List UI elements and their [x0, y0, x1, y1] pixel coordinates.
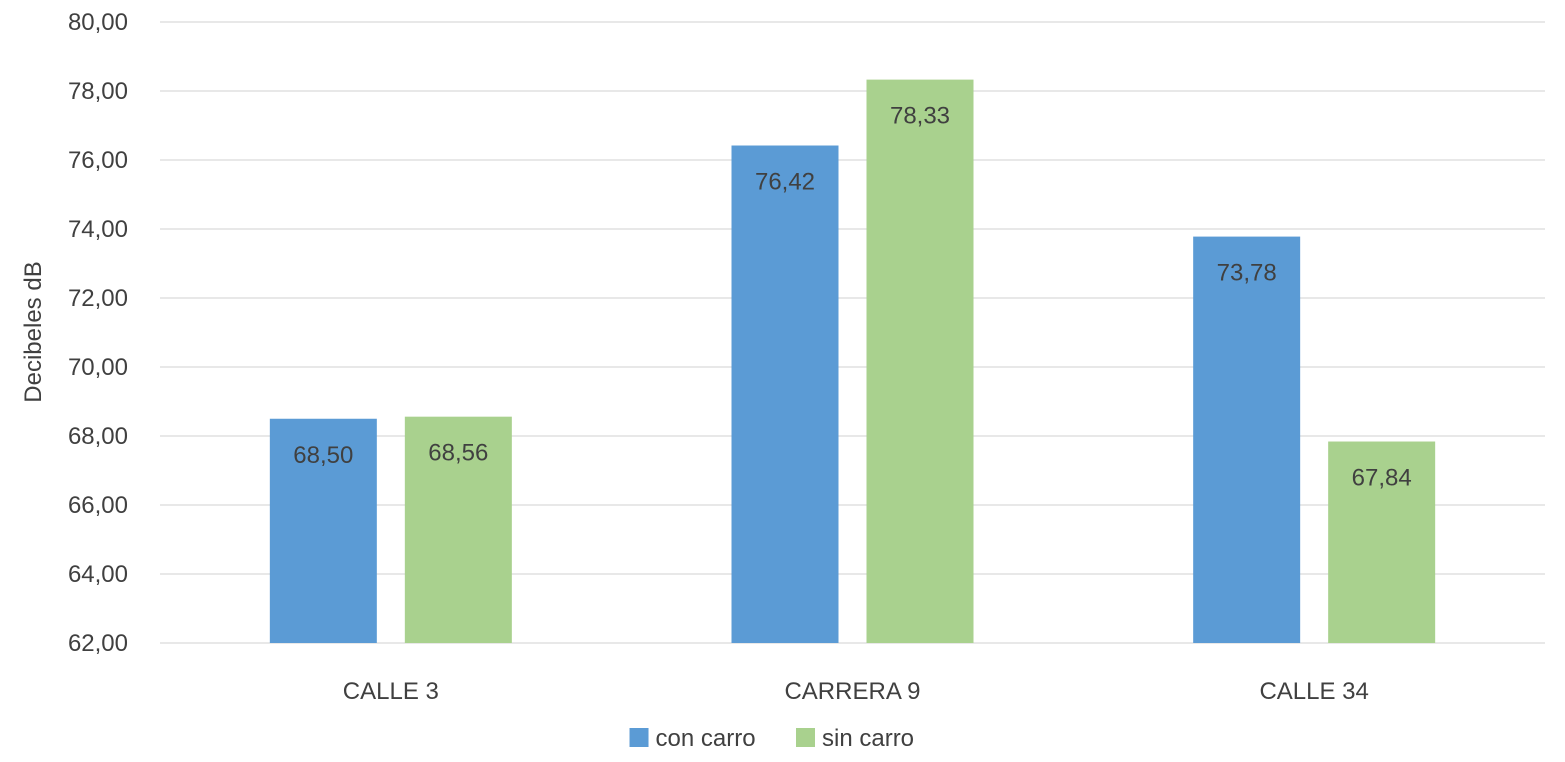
legend-label: con carro [656, 725, 756, 752]
y-tick-label: 78,00 [68, 78, 128, 105]
gridlines [160, 21, 1545, 644]
legend-swatch [629, 728, 649, 747]
legend-label: sin carro [822, 725, 914, 752]
data-label: 76,42 [755, 169, 815, 196]
y-axis-ticks: 62,00 64,00 66,00 68,00 70,00 72,00 74,00 76,00… [68, 9, 128, 657]
legend: con carro sin carro [629, 725, 914, 752]
y-tick-label: 70,00 [68, 354, 128, 381]
legend-item: sin carro [796, 725, 914, 752]
data-label: 78,33 [890, 103, 950, 130]
data-labels: 68,50 68,56 76,42 78,33 73,78 67,84 [293, 103, 1411, 492]
legend-item: con carro [629, 725, 756, 752]
data-label: 68,56 [428, 440, 488, 467]
y-tick-label: 68,00 [68, 423, 128, 450]
y-tick-label: 76,00 [68, 147, 128, 174]
y-axis-label: Decibeles dB [20, 261, 47, 402]
y-tick-label: 62,00 [68, 630, 128, 657]
bar [1193, 236, 1301, 643]
data-label: 68,50 [293, 442, 353, 469]
bar [269, 418, 377, 643]
x-tick-label: CALLE 34 [1259, 678, 1368, 705]
bar [731, 145, 839, 643]
data-label: 67,84 [1352, 465, 1412, 492]
y-tick-label: 74,00 [68, 216, 128, 243]
x-tick-label: CALLE 3 [343, 678, 439, 705]
data-label: 73,78 [1217, 260, 1277, 287]
bars [269, 79, 1436, 644]
legend-swatch [796, 728, 815, 747]
bar [1328, 441, 1436, 643]
bar [404, 416, 512, 643]
y-tick-label: 66,00 [68, 492, 128, 519]
y-tick-label: 72,00 [68, 285, 128, 312]
y-tick-label: 64,00 [68, 561, 128, 588]
bar [866, 79, 974, 644]
x-tick-label: CARRERA 9 [784, 678, 920, 705]
x-axis-ticks: CALLE 3 CARRERA 9 CALLE 34 [343, 678, 1369, 705]
y-tick-label: 80,00 [68, 9, 128, 36]
